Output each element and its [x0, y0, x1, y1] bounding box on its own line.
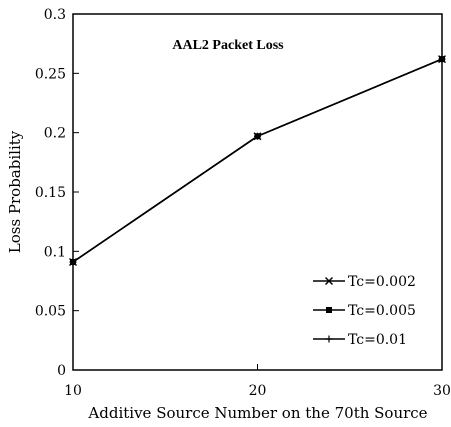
legend-item-1: Tc=0.002 — [313, 274, 416, 290]
series-layer — [69, 55, 446, 267]
series-line-1 — [72, 58, 443, 263]
data-point-series-3 — [438, 55, 446, 63]
x-tick-label: 10 — [64, 383, 82, 399]
y-axis-label: Loss Probability — [6, 130, 24, 253]
y-tick-label: 0.1 — [44, 244, 66, 260]
legend-label: Tc=0.005 — [348, 303, 416, 319]
legend-item-3: Tc=0.01 — [313, 332, 407, 348]
chart-title: AAL2 Packet Loss — [172, 38, 284, 53]
y-tick-label: 0.3 — [44, 7, 66, 23]
series-line-2 — [72, 58, 443, 263]
legend-marker — [325, 277, 333, 285]
y-tick-label: 0.05 — [35, 304, 66, 320]
y-tick-label: 0.25 — [35, 66, 66, 82]
data-point-series-3 — [254, 132, 261, 140]
x-tick-label: 20 — [249, 383, 267, 399]
legend-marker — [326, 307, 332, 313]
x-axis-label: Additive Source Number on the 70th Sourc… — [87, 404, 427, 422]
y-tick-label: 0.15 — [35, 185, 66, 201]
legend: Tc=0.002 Tc=0.005 Tc=0.01 — [313, 274, 416, 348]
x-tick-label: 30 — [433, 383, 451, 399]
legend-label: Tc=0.01 — [348, 332, 407, 348]
y-tick-label: 0.2 — [44, 126, 66, 142]
y-tick-label: 0 — [57, 363, 66, 379]
x-ticks: 10 20 30 — [64, 364, 451, 399]
data-point-series-3 — [69, 258, 77, 266]
legend-item-2: Tc=0.005 — [313, 303, 416, 319]
legend-label: Tc=0.002 — [348, 274, 416, 290]
y-ticks: 0 0.05 0.1 0.15 0.2 0.25 0.3 — [35, 7, 79, 379]
series-line-3 — [72, 58, 443, 263]
legend-marker — [325, 335, 333, 343]
